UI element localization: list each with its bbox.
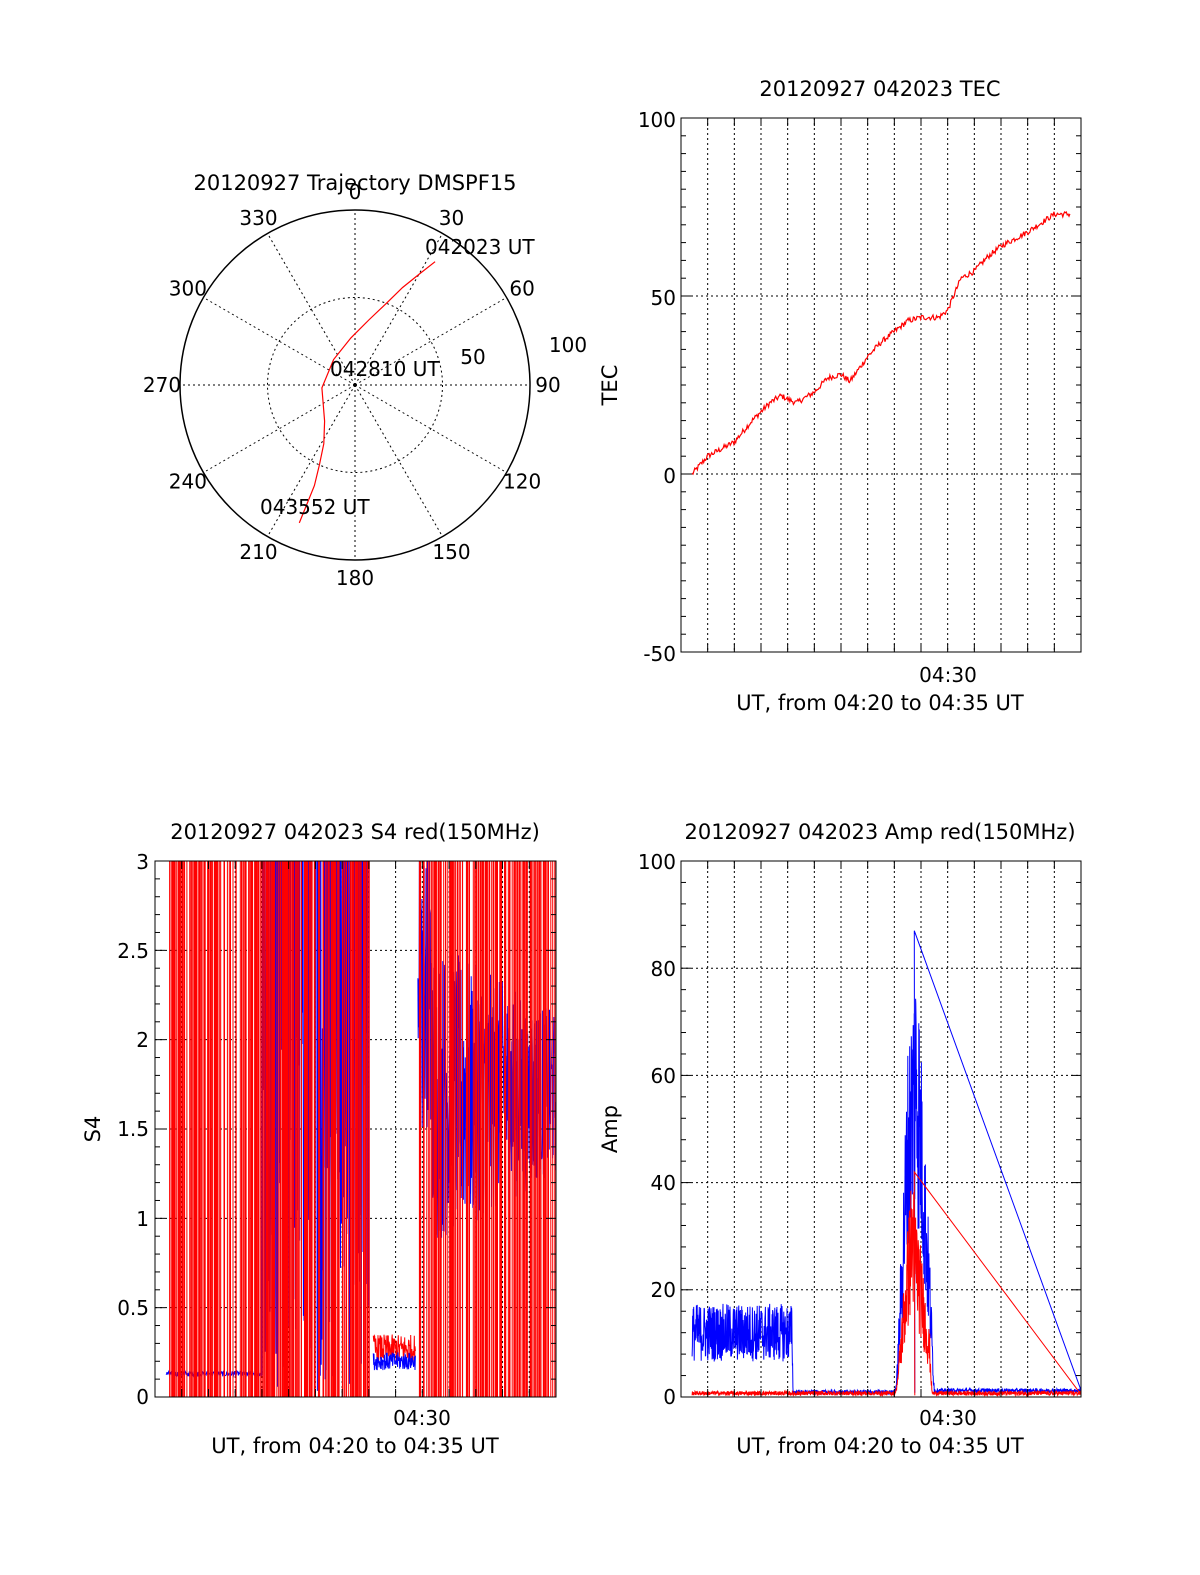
tec-ytick-neg50: -50 [643, 642, 676, 666]
polar-spoke [354, 384, 443, 537]
amp-xtick-0430: 04:30 [919, 1406, 977, 1430]
polar-ring-50 [267, 297, 443, 473]
polar-spoke [203, 297, 356, 386]
amp-ytick-100: 100 [638, 850, 676, 874]
polar-start-time: 042023 UT [425, 235, 535, 259]
polar-azimuth-label: 60 [509, 277, 534, 301]
tec-xtick-0430: 04:30 [919, 663, 977, 687]
polar-azimuth-label: 300 [169, 277, 207, 301]
s4-xtick-0430: 04:30 [393, 1406, 451, 1430]
polar-azimuth-label: 330 [239, 206, 277, 230]
s4-panel: 20120927 042023 S4 red(150MHz) 0 0.5 1 1… [81, 820, 557, 1458]
s4-ytick-3: 3 [136, 850, 149, 874]
polar-azimuth-label: 30 [439, 206, 464, 230]
polar-spoke [354, 297, 507, 386]
s4-ytick-2: 2 [136, 1028, 149, 1052]
tec-grid [681, 118, 1081, 652]
polar-azimuth-label: 240 [169, 470, 207, 494]
s4-ytick-1: 1 [136, 1207, 149, 1231]
tec-axes-frame [680, 117, 1082, 653]
s4-ylabel: S4 [81, 1116, 105, 1143]
s4-series [165, 861, 556, 1397]
amp-series [691, 930, 1081, 1397]
amp-ylabel: Amp [598, 1105, 622, 1153]
amp-panel: 20120927 042023 Amp red(150MHz) 0 20 40 … [598, 820, 1082, 1458]
tec-ylabel: TEC [598, 365, 622, 407]
polar-outer-ring [179, 209, 531, 561]
tec-ytick-100: 100 [638, 108, 676, 132]
s4-xlabel: UT, from 04:20 to 04:35 UT [211, 1434, 499, 1458]
tec-ytick-50: 50 [651, 286, 676, 310]
polar-grid [180, 210, 530, 560]
amp-title: 20120927 042023 Amp red(150MHz) [684, 820, 1075, 844]
polar-azimuth-label: 0 [349, 180, 362, 204]
s4-ytick-0: 0 [136, 1385, 149, 1409]
s4-title: 20120927 042023 S4 red(150MHz) [170, 820, 540, 844]
tec-panel: 20120927 042023 TEC 100 50 0 -50 04:30 U… [598, 77, 1082, 715]
amp-ticks [681, 860, 1081, 1398]
amp-blue-line [691, 930, 1081, 1396]
polar-spoke [267, 233, 356, 386]
s4-baseline-line [372, 1334, 416, 1363]
s4-ytick-1-5: 1.5 [117, 1117, 149, 1141]
tec-series-line [691, 210, 1071, 476]
s4-ticks [155, 860, 556, 1398]
s4-ytick-0-5: 0.5 [117, 1296, 149, 1320]
amp-ytick-40: 40 [651, 1171, 676, 1195]
amp-ytick-0: 0 [663, 1385, 676, 1409]
polar-azimuth-label: 270 [143, 373, 181, 397]
tec-ticks [681, 117, 1081, 653]
amp-ytick-20: 20 [651, 1278, 676, 1302]
polar-spoke [354, 384, 507, 473]
amp-ytick-60: 60 [651, 1064, 676, 1088]
polar-trajectory-line [298, 261, 436, 524]
polar-closest-time: 042810 UT [330, 357, 440, 381]
polar-trajectory-panel: 20120927 Trajectory DMSPF15 0 30 60 90 120 15… [143, 171, 587, 590]
polar-radial-label-100: 100 [549, 333, 587, 357]
polar-spoke [203, 384, 356, 473]
polar-azimuth-labels: 0 30 60 90 120 150 180 210 240 270 300 330 [143, 180, 561, 590]
polar-radial-label-50: 50 [460, 345, 485, 369]
polar-azimuth-label: 180 [336, 566, 374, 590]
polar-spoke [354, 233, 443, 386]
s4-baseline-line [372, 1352, 416, 1371]
polar-azimuth-label: 210 [239, 540, 277, 564]
amp-ytick-80: 80 [651, 957, 676, 981]
polar-azimuth-label: 90 [535, 373, 560, 397]
tec-title: 20120927 042023 TEC [759, 77, 1000, 101]
amp-xlabel: UT, from 04:20 to 04:35 UT [736, 1434, 1024, 1458]
amp-axes-frame [680, 860, 1082, 1398]
polar-end-time: 043552 UT [260, 495, 370, 519]
polar-title: 20120927 Trajectory DMSPF15 [193, 171, 516, 195]
polar-azimuth-label: 150 [432, 540, 470, 564]
tec-xlabel: UT, from 04:20 to 04:35 UT [736, 691, 1024, 715]
s4-ytick-2-5: 2.5 [117, 939, 149, 963]
tec-ytick-0: 0 [663, 464, 676, 488]
polar-spoke [267, 384, 356, 537]
amp-red-line [691, 1170, 1081, 1397]
polar-azimuth-label: 120 [503, 470, 541, 494]
